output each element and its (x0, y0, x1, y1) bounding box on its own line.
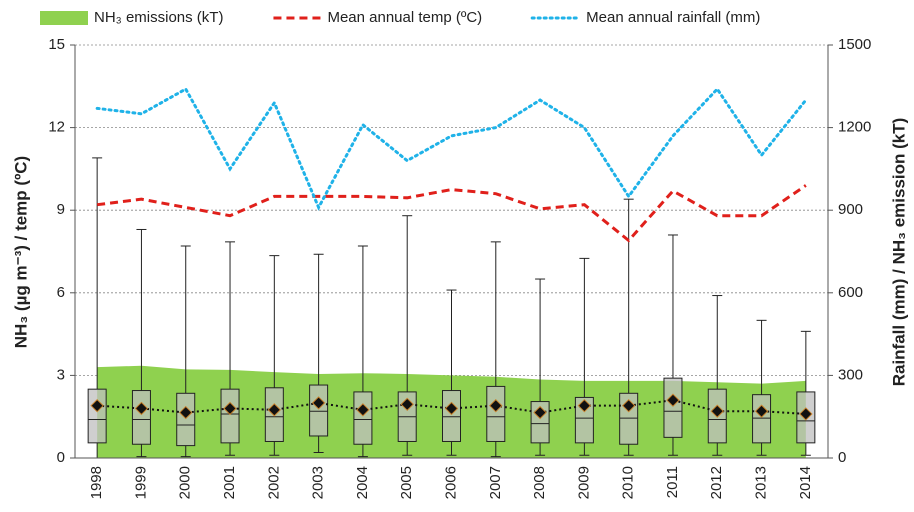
legend-label: Mean annual temp (ºC) (327, 9, 482, 26)
x-tick-label: 2003 (310, 466, 327, 499)
mean-marker (179, 405, 193, 420)
y-tick-label: 6 (57, 284, 65, 301)
mean-marker (533, 405, 547, 420)
x-tick-label: 2005 (398, 466, 415, 499)
x-tick-label: 2009 (575, 466, 592, 499)
legend-label: Mean annual rainfall (mm) (586, 9, 760, 26)
y-axis-title: NH₃ (µg m⁻³) / temp (ºC) (11, 156, 30, 348)
mean-marker (666, 393, 680, 407)
y2-tick-label: 1200 (838, 119, 871, 136)
mean-marker (489, 398, 503, 413)
mean-marker (577, 398, 592, 413)
mean-marker (223, 401, 237, 416)
box (131, 390, 151, 445)
box (486, 385, 506, 442)
y-tick-label: 0 (57, 449, 65, 466)
x-tick-label: 2004 (354, 466, 371, 499)
x-tick-label: 2013 (753, 466, 770, 499)
line (96, 184, 807, 243)
box (442, 390, 461, 442)
box (220, 388, 240, 444)
mean-marker (356, 403, 370, 417)
x-tick-label: 2014 (797, 466, 814, 499)
y2-tick-label: 900 (838, 201, 863, 218)
box (309, 384, 329, 437)
x-tick-label: 2012 (708, 466, 725, 499)
x-tick-label: 2008 (531, 466, 548, 499)
y2-axis-title: Rainfall (mm) / NH₃ emission (kT) (889, 118, 908, 387)
legend-swatch (40, 11, 88, 25)
mean-marker (799, 407, 813, 421)
mean-marker (311, 396, 326, 410)
y2-tick-label: 0 (838, 449, 846, 466)
y2-tick-label: 1500 (838, 36, 871, 53)
box (87, 388, 107, 444)
box (663, 377, 683, 438)
line (95, 86, 808, 211)
mean-marker (754, 404, 769, 418)
y-tick-label: 3 (57, 366, 65, 383)
mean-marker (267, 403, 282, 417)
mean-marker (444, 401, 459, 416)
y2-tick-label: 300 (838, 366, 863, 383)
x-tick-label: 2002 (265, 466, 282, 499)
legend-label: NH₃ emissions (kT) (94, 9, 223, 26)
box (353, 391, 373, 445)
box (574, 396, 594, 444)
mean-marker (134, 401, 149, 416)
x-tick-label: 2001 (221, 466, 238, 499)
x-tick-label: 2011 (664, 466, 681, 498)
mean-marker (90, 398, 104, 413)
x-tick-label: 1998 (88, 466, 105, 499)
x-tick-label: 2010 (620, 466, 637, 499)
x-tick-label: 1999 (132, 466, 149, 499)
x-tick-label: 2007 (487, 466, 504, 499)
x-tick-label: 2006 (442, 466, 459, 499)
box (752, 394, 772, 444)
x-tick-label: 2000 (177, 466, 194, 499)
mean-marker (400, 397, 414, 412)
mean-marker (710, 404, 724, 418)
y-tick-label: 15 (48, 36, 65, 53)
box (176, 392, 196, 447)
y-tick-label: 9 (57, 201, 65, 218)
mean-marker (621, 398, 636, 413)
y2-tick-label: 600 (838, 284, 863, 301)
y-tick-label: 12 (48, 119, 65, 136)
